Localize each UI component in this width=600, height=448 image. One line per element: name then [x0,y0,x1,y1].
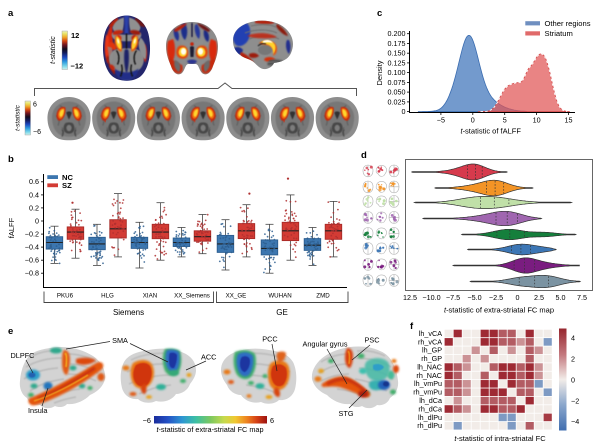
svg-text:−0.4: −0.4 [25,243,39,252]
svg-text:t-statistic: t-statistic [15,104,22,130]
svg-text:b: b [8,154,14,165]
svg-text:PCC: PCC [262,335,277,344]
svg-text:−12: −12 [71,62,84,71]
svg-text:−5.0: −5.0 [467,293,481,302]
svg-text:0.200: 0.200 [388,29,406,38]
svg-text:5: 5 [503,116,507,125]
svg-text:t-statistic of intra-striatal: t-statistic of intra-striatal FC [454,434,546,443]
svg-text:NC: NC [62,173,73,182]
svg-text:DLPFC: DLPFC [11,351,35,360]
svg-text:t-statistic of extra-striatal: t-statistic of extra-striatal FC map [444,306,554,315]
svg-text:−0.6: −0.6 [25,256,39,265]
svg-text:−0.2: −0.2 [25,230,39,239]
svg-text:fALFF: fALFF [7,217,16,238]
svg-text:15: 15 [565,116,573,125]
svg-text:−2: −2 [571,396,579,405]
svg-text:0.075: 0.075 [388,78,406,87]
svg-text:0.4: 0.4 [29,190,39,199]
svg-text:SMA: SMA [112,336,128,345]
svg-text:7.5: 7.5 [577,293,587,302]
svg-text:5.0: 5.0 [556,293,566,302]
svg-text:0: 0 [35,216,39,225]
svg-text:rh_dlPu: rh_dlPu [417,421,442,430]
svg-text:WUHAN: WUHAN [268,293,291,300]
svg-text:0: 0 [516,293,520,302]
svg-text:−0.8: −0.8 [25,269,39,278]
svg-text:0.050: 0.050 [388,88,406,97]
svg-text:0.025: 0.025 [388,97,406,106]
svg-text:ZMD: ZMD [316,293,330,300]
svg-text:PSC: PSC [364,336,379,345]
svg-text:2: 2 [571,355,575,364]
svg-text:12.5: 12.5 [403,293,417,302]
svg-text:Other regions: Other regions [545,19,591,28]
svg-text:rh_dCa: rh_dCa [418,404,442,413]
svg-text:2.5: 2.5 [534,293,544,302]
svg-text:STG: STG [339,409,354,418]
svg-text:−6: −6 [33,129,41,136]
svg-text:−10.0: −10.0 [422,293,440,302]
svg-text:Insula: Insula [28,406,48,415]
svg-text:HLG: HLG [101,293,114,300]
svg-text:lh_vmPu: lh_vmPu [414,379,442,388]
svg-text:rh_GP: rh_GP [421,354,442,363]
svg-text:PKU6: PKU6 [57,293,74,300]
svg-text:6: 6 [33,102,37,109]
svg-text:rh_vCA: rh_vCA [418,337,442,346]
svg-text:lh_NAC: lh_NAC [417,363,442,372]
svg-text:0.100: 0.100 [388,68,406,77]
svg-text:0: 0 [571,375,575,384]
svg-text:lh_dCa: lh_dCa [419,396,442,405]
svg-text:rh_NAC: rh_NAC [416,371,442,380]
svg-text:Striatum: Striatum [545,29,573,38]
svg-text:0.175: 0.175 [388,39,406,48]
svg-text:−5: −5 [437,116,445,125]
svg-text:Density: Density [375,60,384,85]
svg-text:XIAN: XIAN [143,293,157,300]
svg-text:Angular gyrus: Angular gyrus [302,340,347,349]
svg-text:rh_vmPu: rh_vmPu [413,388,442,397]
svg-text:0.150: 0.150 [388,49,406,58]
svg-text:0: 0 [471,116,475,125]
svg-text:−4: −4 [571,417,579,426]
svg-text:0.2: 0.2 [29,203,39,212]
svg-text:GE: GE [276,308,288,317]
svg-text:−2.5: −2.5 [489,293,503,302]
svg-text:4: 4 [571,334,575,343]
svg-text:XX_Siemens: XX_Siemens [174,293,210,300]
svg-text:−6: −6 [143,416,151,425]
svg-text:SZ: SZ [62,181,72,190]
svg-text:Siemens: Siemens [113,308,144,317]
svg-text:0: 0 [402,107,406,116]
svg-text:−7.5: −7.5 [446,293,460,302]
svg-text:t-statistic of extra-striatal: t-statistic of extra-striatal FC map [156,425,263,434]
svg-text:XX_GE: XX_GE [226,293,247,300]
svg-text:t-statistic: t-statistic [50,36,57,64]
svg-text:0.6: 0.6 [29,177,39,186]
svg-text:ACC: ACC [201,353,216,362]
svg-text:12: 12 [71,31,79,40]
svg-text:10: 10 [533,116,541,125]
svg-text:0.125: 0.125 [388,58,406,67]
svg-text:a: a [8,8,14,19]
svg-text:e: e [8,326,13,337]
svg-text:lh_vCA: lh_vCA [419,329,442,338]
svg-text:lh_GP: lh_GP [422,346,442,355]
svg-text:lh_dlPu: lh_dlPu [418,413,442,422]
svg-text:t-statistic of fALFF: t-statistic of fALFF [460,127,521,136]
svg-text:6: 6 [270,416,274,425]
